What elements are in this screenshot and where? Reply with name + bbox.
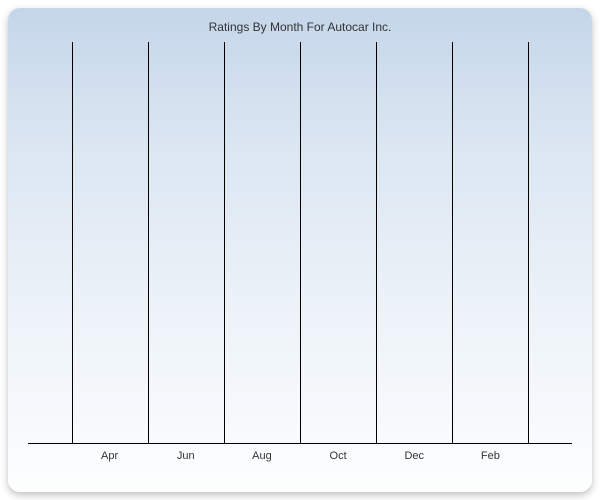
gridline xyxy=(72,42,73,443)
x-tick-label: Dec xyxy=(404,450,424,462)
x-axis-labels: Apr Jun Aug Oct Dec Feb xyxy=(28,450,572,470)
x-tick-label: Aug xyxy=(252,450,272,462)
chart-title: Ratings By Month For Autocar Inc. xyxy=(28,20,572,34)
gridline xyxy=(224,42,225,443)
gridline xyxy=(376,42,377,443)
gridline xyxy=(148,42,149,443)
gridline xyxy=(300,42,301,443)
gridline xyxy=(528,42,529,443)
plot-area xyxy=(28,42,572,444)
chart-container: Ratings By Month For Autocar Inc. Apr Ju… xyxy=(8,8,592,492)
x-tick-label: Apr xyxy=(101,450,118,462)
gridline xyxy=(452,42,453,443)
x-tick-label: Jun xyxy=(177,450,195,462)
x-tick-label: Feb xyxy=(481,450,500,462)
x-tick-label: Oct xyxy=(330,450,347,462)
